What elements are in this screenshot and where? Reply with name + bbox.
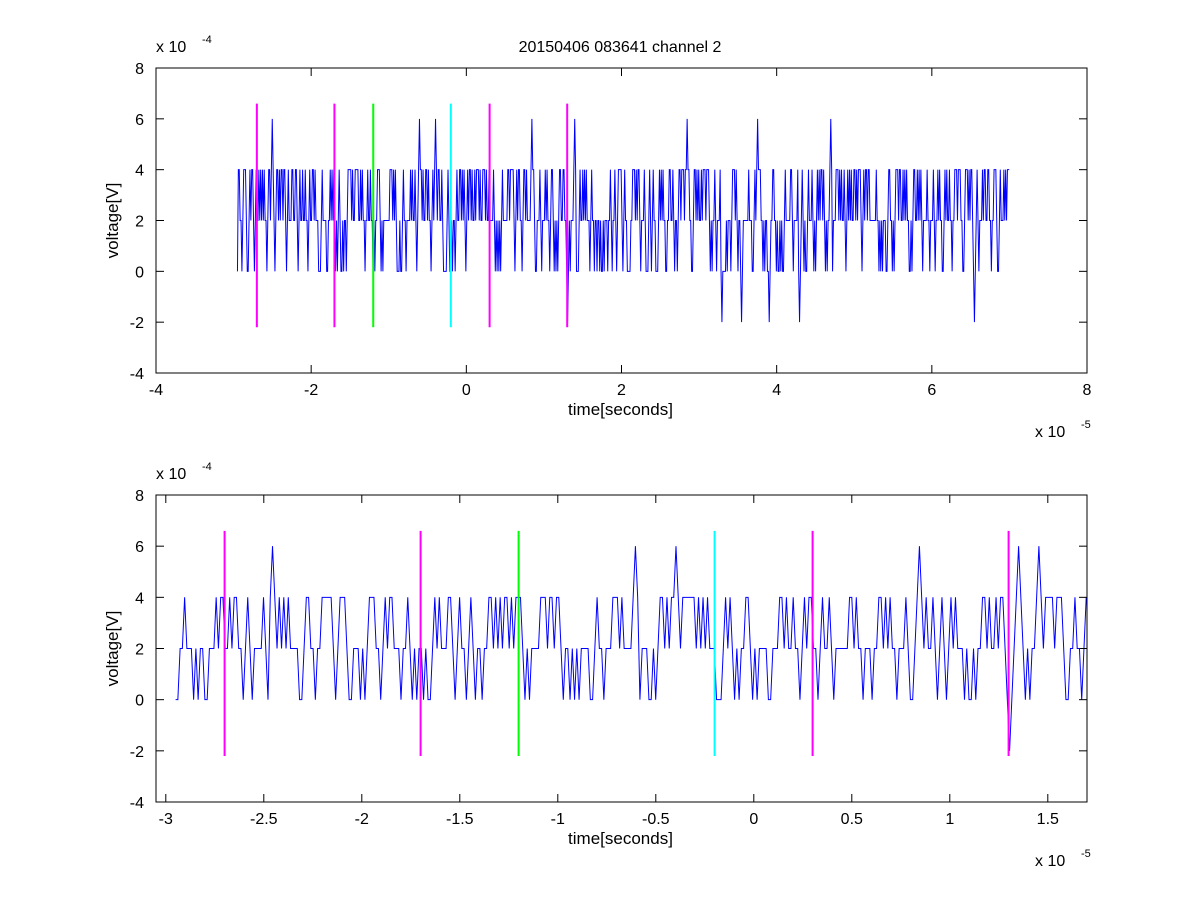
x-exponent-power: -5 [1081, 848, 1091, 860]
y-tick-label: 2 [135, 214, 144, 231]
y-tick-label: -4 [130, 795, 144, 812]
x-tick-label: 0.5 [841, 811, 863, 828]
y-exponent-power: -4 [202, 461, 212, 473]
y-tick-label: 6 [135, 112, 144, 129]
y-tick-label: -4 [130, 366, 144, 383]
y-exponent-label: x 10 [156, 466, 186, 483]
x-tick-label: 0 [749, 811, 758, 828]
x-tick-label: -4 [149, 382, 163, 399]
x-exponent-label: x 10 [1035, 424, 1065, 441]
x-tick-label: -1 [551, 811, 565, 828]
signal-trace [236, 118, 1010, 323]
x-tick-label: 4 [772, 382, 781, 399]
x-tick-label: 2 [617, 382, 626, 399]
x-tick-label: -2.5 [250, 811, 278, 828]
y-tick-label: 4 [135, 163, 144, 180]
y-exponent-power: -4 [202, 34, 212, 46]
y-axis-label: voltage[V] [103, 611, 122, 687]
y-tick-label: 2 [135, 642, 144, 659]
y-tick-label: -2 [130, 744, 144, 761]
x-tick-label: 8 [1083, 382, 1092, 399]
x-tick-label: -2 [304, 382, 318, 399]
y-axis-label: voltage[V] [103, 183, 122, 259]
x-tick-label: -0.5 [642, 811, 670, 828]
y-tick-label: 8 [135, 488, 144, 505]
y-tick-label: 0 [135, 264, 144, 281]
x-tick-label: 1.5 [1037, 811, 1059, 828]
bottom-subplot: -3 -2.5 -2 -1.5 -1 -0.5 0 0.5 1 1.5 -4 -2 0 2 4 6 8 time[… [103, 461, 1091, 870]
y-tick-label: 6 [135, 539, 144, 556]
x-tick-label: -2 [355, 811, 369, 828]
x-tick-label: 6 [927, 382, 936, 399]
signal-trace [175, 546, 1087, 751]
y-tick-label: 8 [135, 61, 144, 78]
top-subplot: -4 -2 0 2 4 6 8 -4 -2 0 2 4 6 8 time[seconds] voltage[V… [103, 34, 1092, 441]
x-tick-label: 0 [462, 382, 471, 399]
y-tick-label: 4 [135, 590, 144, 607]
y-exponent-label: x 10 [156, 39, 186, 56]
y-tick-label: -2 [130, 315, 144, 332]
x-tick-label: -3 [159, 811, 173, 828]
x-exponent-label: x 10 [1035, 853, 1065, 870]
figure-title: 20150406 083641 channel 2 [519, 39, 722, 56]
x-tick-label: 1 [945, 811, 954, 828]
x-axis-label: time[seconds] [568, 400, 673, 419]
x-exponent-power: -5 [1081, 419, 1091, 431]
x-axis-label: time[seconds] [568, 829, 673, 848]
y-tick-label: 0 [135, 693, 144, 710]
x-tick-label: -1.5 [446, 811, 474, 828]
